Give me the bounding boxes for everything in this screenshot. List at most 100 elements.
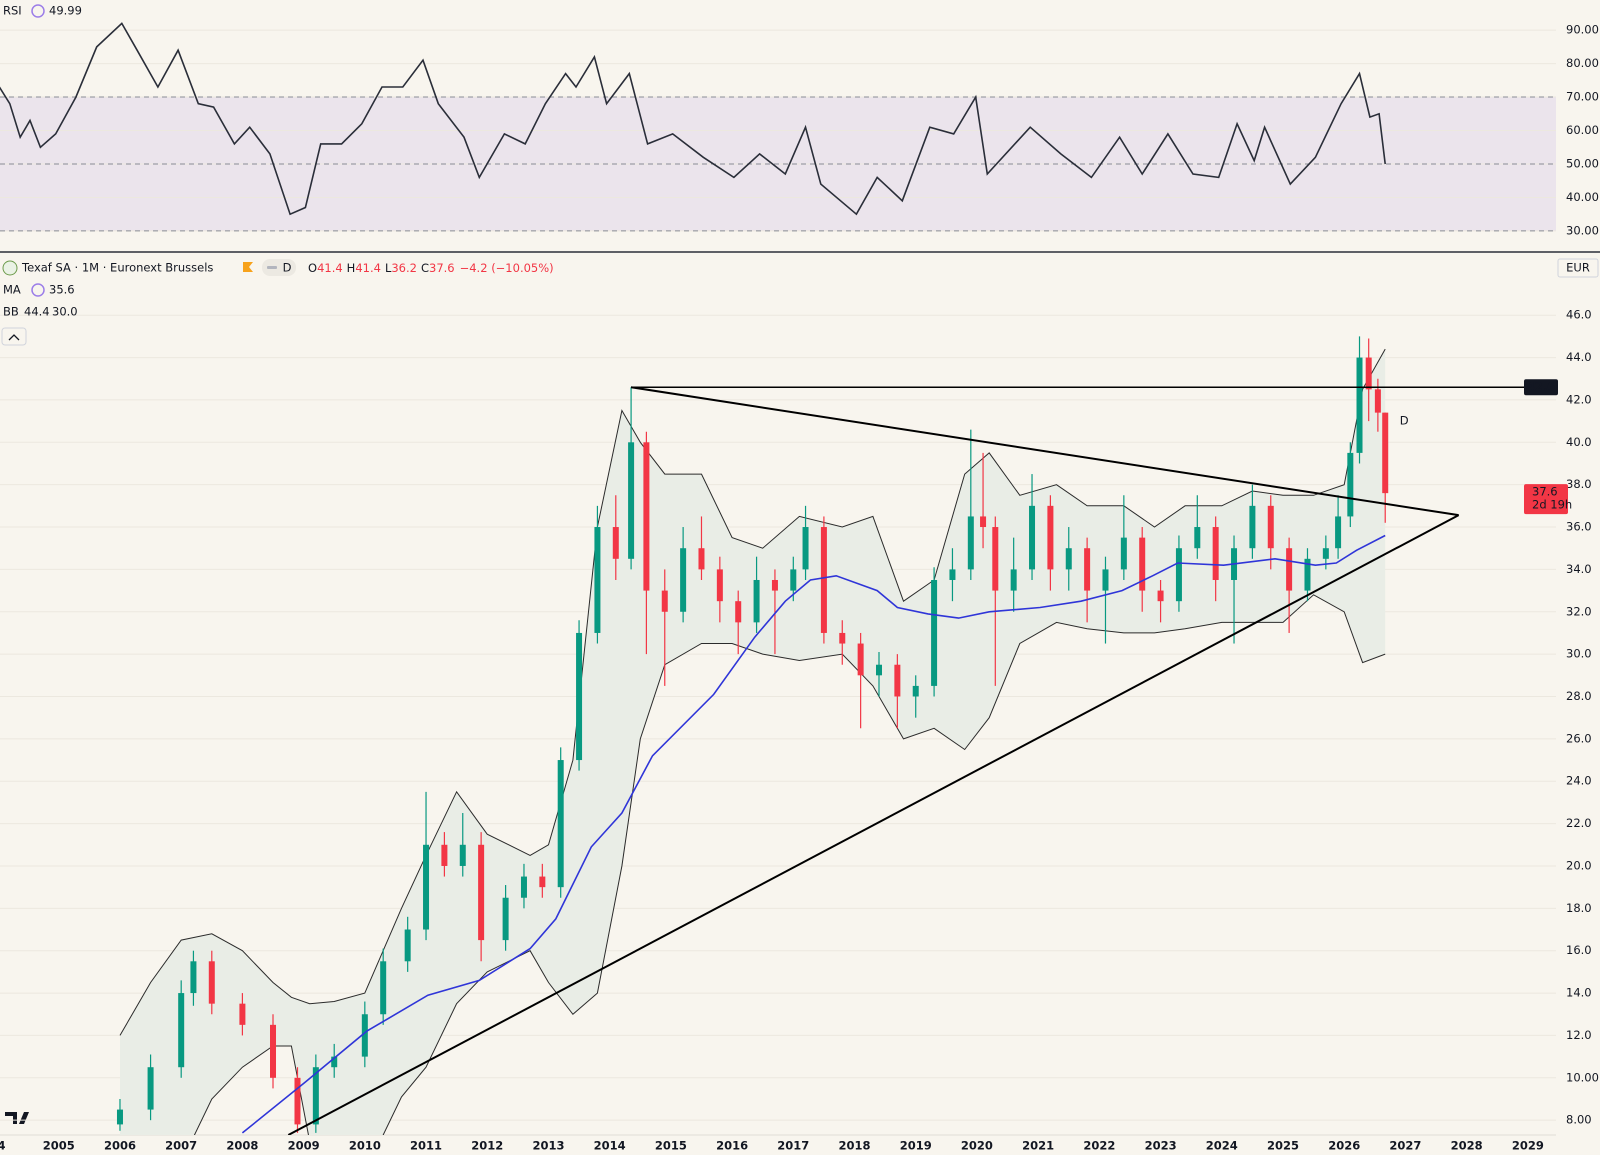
y-tick-label: 34.0: [1566, 562, 1592, 576]
plot-area: D: [0, 314, 1556, 1135]
candle-body: [643, 442, 650, 591]
candle-body: [1047, 505, 1054, 570]
x-tick-label: 2020: [961, 1139, 993, 1153]
x-tick-label: 2014: [594, 1139, 626, 1153]
x-tick-label: 2026: [1328, 1139, 1360, 1153]
candle-body: [716, 569, 723, 602]
candle-body: [294, 1077, 301, 1125]
y-tick-label: 26.0: [1566, 731, 1592, 745]
flag-icon[interactable]: [243, 262, 253, 272]
candle-body: [612, 527, 619, 559]
candle-body: [312, 1067, 319, 1125]
candle-body: [147, 1067, 154, 1110]
x-tick-label: 2009: [288, 1139, 320, 1153]
y-tick-label: 40.00: [1566, 190, 1599, 204]
candle-body: [1365, 357, 1372, 390]
y-tick-label: 40.0: [1566, 435, 1592, 449]
candle-body: [1102, 569, 1109, 591]
bb-upper: [119, 348, 1386, 1036]
x-tick-label: 2008: [226, 1139, 258, 1153]
candle-body: [894, 664, 901, 697]
x-tick-label: 2017: [777, 1139, 809, 1153]
session-label: D: [283, 261, 292, 275]
x-tick-label: 2011: [410, 1139, 442, 1153]
candle-body: [539, 876, 546, 888]
x-tick-label: 2027: [1389, 1139, 1421, 1153]
indicator-name: MA: [3, 283, 21, 297]
session-pill[interactable]: [262, 259, 296, 276]
candle-body: [1249, 505, 1256, 549]
y-tick-label: 42.0: [1566, 392, 1592, 406]
x-tick-label: 04: [0, 1139, 6, 1153]
y-tick-label: 14.0: [1566, 986, 1592, 1000]
countdown: 2d 19h: [1532, 498, 1572, 512]
candle-body: [520, 876, 527, 898]
currency-box[interactable]: [1557, 258, 1599, 278]
candle-body: [1010, 569, 1017, 591]
y-tick-label: 36.0: [1566, 520, 1592, 534]
ohlc-letter: L: [385, 261, 392, 275]
plot-area: [0, 22, 1556, 232]
rsi-line: [0, 22, 1386, 216]
indicator-value: 49.99: [49, 4, 82, 18]
candle-body: [1120, 537, 1127, 570]
symbol-icon: [2, 260, 18, 276]
candle-body: [820, 527, 827, 633]
trend-line: [630, 386, 1459, 517]
candle-body: [628, 442, 635, 559]
candle-body: [576, 632, 583, 761]
candle-body: [992, 527, 999, 591]
x-tick-label: 2006: [104, 1139, 136, 1153]
x-tick-label: 2007: [165, 1139, 197, 1153]
candle-body: [875, 664, 882, 676]
y-tick-label: 50.00: [1566, 156, 1599, 170]
y-tick-label: 60.00: [1566, 123, 1599, 137]
candle-body: [502, 897, 509, 941]
candle-body: [270, 1024, 277, 1078]
x-tick-label: 2005: [43, 1139, 75, 1153]
candle-body: [912, 685, 919, 697]
y-tick-label: 30.0: [1566, 647, 1592, 661]
change: −4.2 (−10.05%): [460, 261, 554, 275]
candle-body: [380, 961, 387, 1015]
y-tick-label: 20.0: [1566, 858, 1592, 872]
last-price-label: 37.6: [1532, 485, 1558, 499]
candle-body: [857, 643, 864, 676]
candle-body: [1029, 505, 1036, 570]
collapse-button[interactable]: [1, 327, 27, 346]
candle-body: [698, 548, 705, 570]
currency-label: EUR: [1566, 261, 1590, 275]
y-tick-label: 24.0: [1566, 774, 1592, 788]
ohlc: O41.4 H41.4 L36.2 C37.6 −4.2 (−10.05%): [308, 261, 554, 275]
collapse-icon: [8, 334, 20, 341]
logo: [5, 1112, 29, 1124]
x-tick-label: 2024: [1206, 1139, 1238, 1153]
indicator-name: BB: [3, 305, 19, 319]
candle-body: [1194, 527, 1201, 549]
x-tick-label: 2012: [471, 1139, 503, 1153]
y-tick-label: 16.0: [1566, 943, 1592, 957]
y-tick-label: 44.0: [1566, 350, 1592, 364]
candle-body: [680, 548, 687, 612]
x-tick-label: 2023: [1145, 1139, 1177, 1153]
candle-body: [771, 579, 778, 591]
candle-body: [790, 569, 797, 591]
indicator-name: RSI: [3, 4, 22, 18]
ohlc-value: 41.4: [317, 261, 343, 275]
candle-body: [423, 844, 430, 930]
candle-body: [1322, 548, 1329, 559]
candle-body: [557, 760, 564, 888]
candle-body: [949, 569, 956, 580]
x-tick-label: 2025: [1267, 1139, 1299, 1153]
y-tick-label: 32.0: [1566, 604, 1592, 618]
session-marker: D: [1400, 414, 1409, 428]
candle-body: [1335, 516, 1342, 549]
candle-body: [1139, 537, 1146, 591]
candle-body: [1347, 452, 1354, 517]
candle-body: [1084, 548, 1091, 591]
bb-lower: [193, 594, 1386, 1135]
x-tick-label: 2028: [1451, 1139, 1483, 1153]
rsi-icon: [31, 4, 45, 18]
